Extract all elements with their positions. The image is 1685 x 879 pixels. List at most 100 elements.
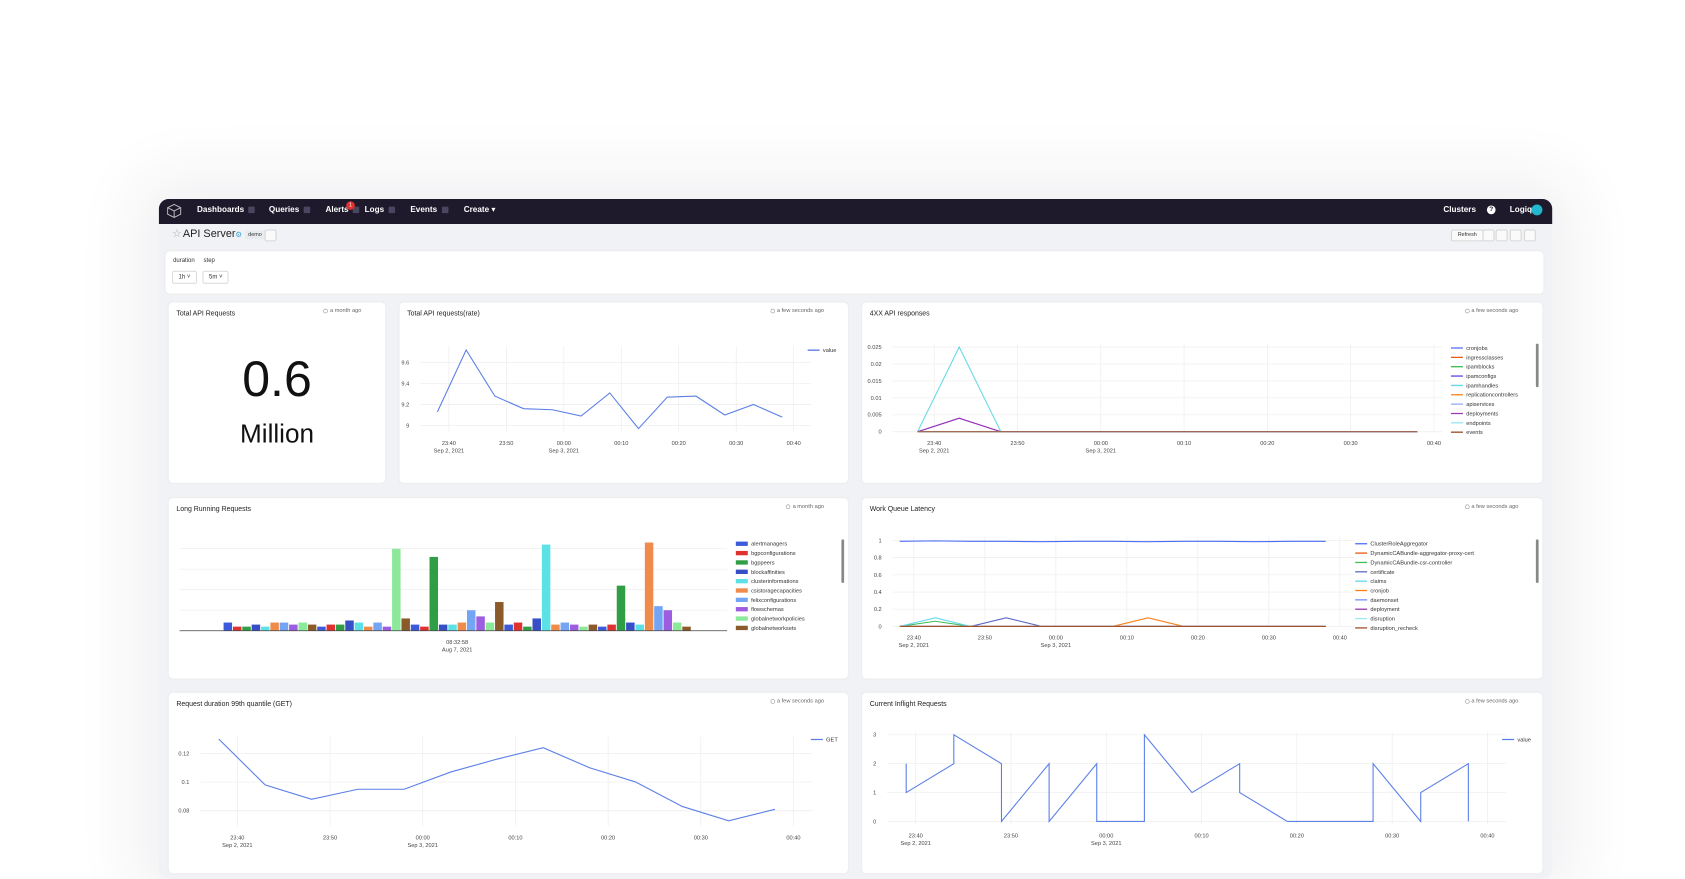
settings-icon[interactable]: ⚙	[235, 231, 242, 240]
panel-updated: a month ago	[329, 307, 362, 315]
x-tick-label: 23:40	[230, 836, 244, 842]
legend-label: bgpconfigurations	[751, 551, 796, 557]
y-tick-label: 0.4	[874, 590, 882, 596]
x-tick-date: Sep 3, 2021	[1041, 643, 1071, 649]
series-line	[917, 345, 1418, 433]
chart-group: 0 1 2 3 23:40 Sep 2, 2021 23:50 00:00 Sep 3, 202…	[873, 731, 1531, 847]
refresh-label[interactable]: Refresh	[1457, 231, 1477, 239]
bar	[466, 610, 476, 631]
bar	[588, 624, 598, 631]
legend-label: clusterinformations	[751, 579, 799, 585]
star-icon[interactable]: ☆	[171, 228, 182, 241]
filter-select[interactable]: 1h ˅	[171, 270, 197, 284]
bar	[457, 622, 467, 631]
series-line	[436, 348, 783, 430]
panel-title: Work Queue Latency	[869, 505, 935, 514]
x-tick-date: Sep 2, 2021	[900, 841, 930, 847]
nav-label[interactable]: Events	[410, 204, 438, 215]
bar	[560, 622, 570, 631]
bar	[663, 610, 673, 631]
panel	[168, 692, 848, 874]
bar	[232, 626, 242, 631]
nav-queries[interactable]: Queries	[268, 204, 311, 215]
bar	[382, 626, 392, 631]
help[interactable]: ?	[1486, 205, 1496, 215]
more-button[interactable]	[1523, 229, 1536, 242]
bar	[438, 624, 448, 631]
nav-label[interactable]: Dashboards	[197, 204, 245, 215]
x-tick-label: 00:00	[1099, 833, 1113, 839]
panel-title: Total API requests(rate)	[407, 309, 480, 318]
bar	[354, 622, 364, 631]
nav-logs[interactable]: Logs	[364, 204, 396, 215]
bar	[644, 542, 654, 631]
bar	[672, 622, 682, 631]
filter-value[interactable]: 1h	[178, 274, 186, 281]
filter-select[interactable]: 5m ˅	[202, 270, 230, 284]
share-button[interactable]	[1509, 229, 1522, 242]
y-tick-label: 1	[873, 791, 876, 797]
panel-updated: a few seconds ago	[1471, 307, 1519, 315]
bar	[317, 626, 326, 631]
legend-label: cronjobs	[1466, 346, 1488, 352]
stat-value: 0.6	[242, 351, 312, 407]
nav-label[interactable]: Logs	[364, 204, 385, 215]
panel	[862, 498, 1543, 679]
nav-clusters[interactable]: Clusters	[1443, 204, 1477, 215]
x-tick-label: 23:50	[1004, 833, 1018, 839]
legend-label: ipamhandles	[1466, 383, 1498, 389]
panel-title: Request duration 99th quantile (GET)	[176, 700, 292, 708]
nav-label[interactable]: Create	[463, 204, 490, 215]
x-tick-date: Sep 2, 2021	[919, 448, 949, 454]
legend-label: ipamblocks	[1466, 365, 1494, 371]
refresh-button[interactable]: Refresh	[1450, 229, 1484, 242]
legend-label: deployments	[1466, 411, 1498, 417]
bar	[523, 626, 532, 631]
bar	[579, 626, 588, 631]
fullscreen-button[interactable]	[1495, 229, 1508, 242]
nav-alerts[interactable]: Alerts	[325, 204, 360, 215]
bar	[654, 606, 663, 631]
x-tick-date: Sep 3, 2021	[549, 448, 579, 454]
clock-icon	[323, 308, 328, 314]
edit-button[interactable]	[264, 229, 277, 242]
bar	[635, 624, 644, 631]
legend-label: alertmanagers	[751, 542, 787, 548]
refresh-menu[interactable]	[1482, 229, 1495, 242]
clock-icon	[770, 699, 776, 704]
bar	[607, 624, 616, 631]
nav-dashboards[interactable]: Dashboards	[197, 204, 256, 215]
panel	[399, 302, 848, 483]
nav-create[interactable]: Create ▾	[463, 204, 496, 215]
x-tick-label: 00:10	[1120, 635, 1134, 641]
bar	[513, 622, 523, 631]
nav-user[interactable]: Logiq	[1509, 204, 1532, 215]
bar	[504, 624, 513, 631]
chart-group: 0 0.2 0.4 0.6 0.8 1 23:40 Sep 2, 2021 23:50 00:00…	[874, 536, 1539, 649]
bar	[682, 626, 691, 631]
filter-value[interactable]: 5m	[208, 274, 218, 281]
logo[interactable]	[167, 203, 182, 219]
nav-label[interactable]: Queries	[268, 204, 300, 215]
bar	[279, 622, 289, 631]
bar	[429, 556, 439, 631]
legend-label: cronjob	[1370, 588, 1389, 594]
panel-updated: a few seconds ago	[776, 698, 824, 705]
y-tick-label: 9.4	[401, 382, 409, 388]
nav-events[interactable]: Events	[410, 204, 449, 215]
nav-label[interactable]: Alerts	[325, 204, 349, 215]
clock-icon	[1465, 504, 1470, 510]
x-tick-label: 00:30	[694, 836, 708, 842]
x-tick-label: 00:40	[786, 836, 800, 842]
legend-label: bgppeers	[751, 560, 775, 566]
bar	[392, 548, 401, 631]
y-tick-label: 0.005	[868, 413, 882, 419]
y-tick-label: 0.2	[874, 607, 882, 613]
avatar[interactable]	[1531, 204, 1543, 216]
bar	[261, 626, 270, 631]
y-tick-label: 0.12	[178, 751, 189, 757]
